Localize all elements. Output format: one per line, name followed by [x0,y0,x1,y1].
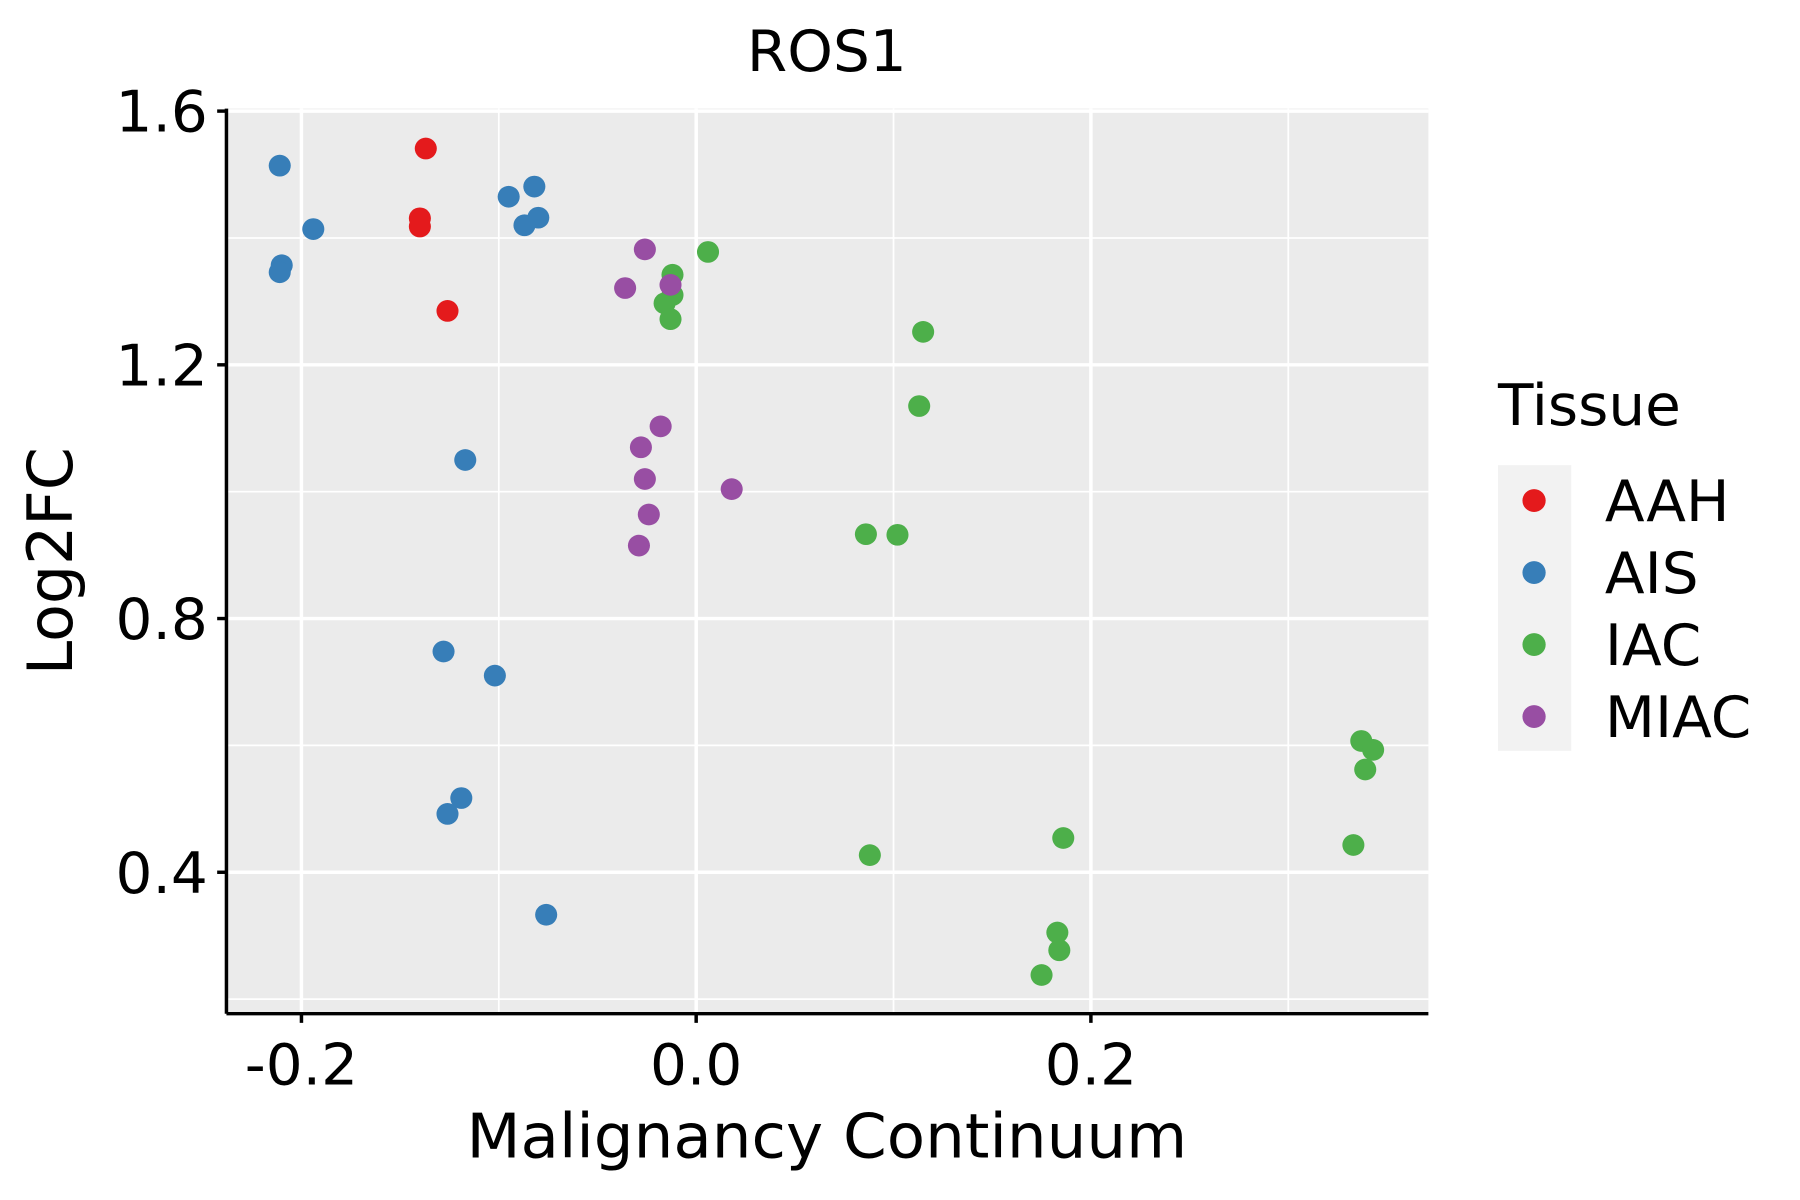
plot-panel [226,108,1429,1014]
legend-label: MIAC [1605,685,1751,751]
legend-label: AAH [1605,469,1730,535]
point-iac [908,395,931,417]
point-ais [497,185,520,208]
legend-marker-ais [1522,561,1546,584]
point-aah [408,215,431,238]
legend-label: AIS [1605,541,1699,607]
gridlines [226,108,1429,1014]
point-iac [858,844,881,866]
chart-title: ROS1 [747,18,907,84]
x-tick-label: 0.2 [1045,1032,1137,1098]
point-ais [436,803,459,825]
point-ais [454,449,477,471]
point-iac [886,523,909,546]
legend-marker-iac [1522,633,1546,656]
point-iac [1354,758,1377,781]
point-miac [633,468,656,490]
point-iac [1052,827,1075,849]
legend-title: Tissue [1497,373,1681,439]
point-miac [649,415,672,438]
point-aah [436,300,459,322]
point-miac [720,478,743,501]
point-ais [535,903,558,926]
point-miac [614,277,637,299]
point-iac [912,320,935,343]
y-axis-label: Log2FC [14,447,88,675]
legend-marker-miac [1522,705,1546,728]
axis-ticks: -0.2 0.0 0.2 0.4 0.8 1.2 1.6 [116,79,1138,1098]
point-miac [633,238,656,261]
legend-marker-aah [1522,489,1546,512]
legend-label: IAC [1605,613,1701,679]
point-ais [432,640,455,663]
legend-key-background [1498,465,1572,751]
point-ais [268,261,291,284]
x-tick-label: 0.0 [650,1032,742,1098]
point-ais [450,787,473,809]
data-points [268,137,1385,986]
point-ais [302,218,325,240]
point-iac [1342,834,1365,856]
y-tick-label: 1.6 [116,79,208,145]
point-iac [659,308,682,331]
point-iac [1048,939,1071,962]
point-aah [414,137,437,160]
point-ais [523,175,546,198]
x-tick-label: -0.2 [245,1032,358,1098]
point-ais [513,214,536,237]
point-iac [854,523,877,546]
point-iac [1030,964,1053,986]
point-iac [1046,921,1069,944]
point-miac [637,503,660,526]
x-axis-label: Malignancy Continuum [466,1100,1187,1172]
y-tick-label: 1.2 [116,333,208,399]
point-ais [268,154,291,177]
point-iac [1362,738,1385,761]
point-ais [483,664,506,687]
point-miac [627,534,650,557]
y-tick-label: 0.4 [116,840,208,906]
point-miac [629,436,652,459]
y-tick-label: 0.8 [116,587,208,653]
point-miac [659,274,682,296]
point-iac [696,241,720,263]
